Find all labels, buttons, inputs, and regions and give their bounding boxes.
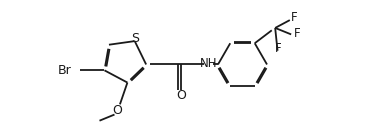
Text: O: O xyxy=(176,89,186,102)
Text: F: F xyxy=(275,42,282,55)
Text: S: S xyxy=(131,32,139,45)
Text: F: F xyxy=(294,27,300,40)
Text: O: O xyxy=(112,104,122,117)
Text: F: F xyxy=(291,11,297,24)
Text: NH: NH xyxy=(200,57,217,70)
Text: Br: Br xyxy=(57,64,71,77)
